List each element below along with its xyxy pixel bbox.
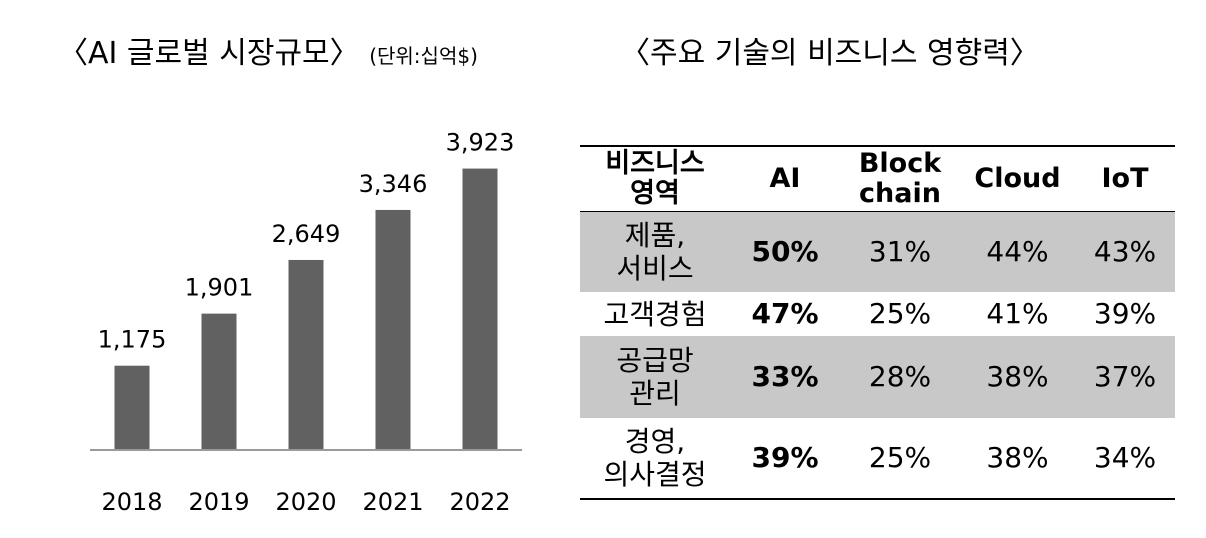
bar-2019 [201, 313, 237, 450]
tick-label-2018: 2018 [101, 488, 162, 516]
tick-label-2021: 2021 [362, 488, 423, 516]
cell-cloud: 44% [960, 211, 1075, 292]
row-area: 제품, 서비스 [580, 211, 730, 292]
header-cloud: Cloud [960, 146, 1075, 212]
data-label-2019: 1,901 [185, 274, 254, 302]
table-row: 제품, 서비스 50% 31% 44% 43% [580, 211, 1175, 292]
table-header-row: 비즈니스 영역 AI Block chain Cloud IoT [580, 146, 1175, 212]
chart-title: 〈AI 글로벌 시장규모〉 (단위:십억$) [58, 28, 478, 72]
cell-ai: 33% [730, 336, 840, 418]
bar-2020 [288, 259, 324, 450]
bar-2022 [462, 168, 498, 451]
cell-iot: 34% [1093, 441, 1157, 474]
cell-iot: 37% [1075, 336, 1175, 418]
bar-2021 [375, 209, 411, 450]
bar-chart: 1,175 2018 1,901 2019 2,649 2020 3,346 2021 3,92… [90, 129, 522, 516]
table-row: 공급망 관리 33% 28% 38% 37% [580, 336, 1175, 418]
table-row: 경영, 의사결정 39% 25% 38% 34% [580, 418, 1175, 499]
cell-ai: 50% [730, 211, 840, 292]
data-label-2021: 3,346 [359, 170, 428, 198]
tick-label-2020: 2020 [275, 488, 336, 516]
tick-label-2022: 2022 [449, 488, 510, 516]
bar-2018 [114, 365, 150, 450]
cell-ai: 47% [751, 297, 819, 330]
chart-title-unit: (단위:십억$) [369, 44, 478, 68]
header-blockchain: Block chain [840, 146, 960, 212]
tick-label-2019: 2019 [188, 488, 249, 516]
cell-blockchain: 28% [840, 336, 960, 418]
cell-cloud: 41% [986, 297, 1049, 330]
cell-blockchain: 25% [868, 441, 932, 474]
cell-iot: 39% [1093, 297, 1157, 330]
table-row: 고객경험 47% 25% 41% 39% [580, 292, 1175, 336]
cell-blockchain: 25% [868, 297, 932, 330]
data-label-2022: 3,923 [446, 129, 515, 157]
chart-title-main: 〈AI 글로벌 시장규모〉 [58, 36, 360, 71]
header-ai: AI [730, 146, 840, 212]
cell-iot: 43% [1075, 211, 1175, 292]
header-iot: IoT [1075, 146, 1175, 212]
cell-cloud: 38% [960, 336, 1075, 418]
table-title: 〈주요 기술의 비즈니스 영향력〉 [620, 36, 1040, 71]
cell-cloud: 38% [986, 441, 1049, 474]
data-label-2018: 1,175 [98, 326, 167, 354]
cell-ai: 39% [751, 441, 819, 474]
row-area: 경영, 의사결정 [603, 425, 707, 491]
row-area: 고객경험 [603, 297, 707, 331]
header-business-area: 비즈니스 영역 [580, 146, 730, 212]
cell-blockchain: 31% [840, 211, 960, 292]
row-area: 공급망 관리 [580, 336, 730, 418]
data-label-2020: 2,649 [272, 220, 341, 248]
impact-table: 비즈니스 영역 AI Block chain Cloud IoT 제품, 서비스 50… [580, 145, 1175, 500]
